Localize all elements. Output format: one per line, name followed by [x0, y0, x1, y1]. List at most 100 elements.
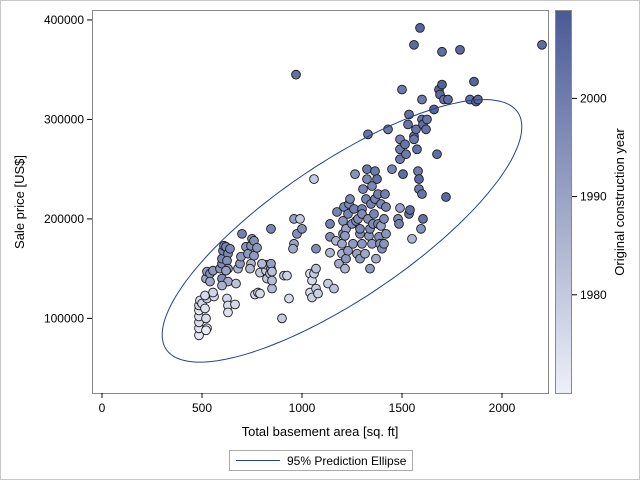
data-point: [380, 189, 390, 199]
data-point: [221, 265, 231, 276]
data-point: [416, 224, 426, 234]
data-point: [417, 94, 427, 105]
data-point: [409, 39, 419, 50]
data-point: [437, 46, 447, 57]
colorbar-tick-label: 1980: [580, 288, 607, 302]
data-point: [345, 194, 355, 204]
data-point: [407, 233, 417, 244]
data-point: [362, 164, 372, 175]
data-point: [395, 203, 405, 213]
data-point: [348, 238, 358, 249]
data-point: [411, 124, 421, 135]
colorbar-ticks: 1980 1990 2000: [572, 91, 607, 302]
data-point: [225, 243, 235, 254]
data-point: [367, 181, 377, 191]
data-point: [394, 219, 404, 229]
data-point: [329, 283, 339, 294]
plot-area: [92, 10, 549, 394]
data-point: [360, 248, 370, 259]
legend: 95% Prediction Ellipse: [229, 450, 413, 471]
data-point: [208, 287, 218, 298]
data-point: [397, 84, 407, 95]
data-point: [201, 313, 211, 324]
data-point: [414, 174, 424, 184]
data-point: [205, 276, 215, 287]
data-point: [257, 258, 267, 269]
x-tick-label: 2000: [489, 401, 516, 415]
data-point: [277, 313, 287, 324]
data-point: [415, 23, 425, 33]
data-point: [370, 166, 380, 177]
data-point: [222, 255, 232, 266]
data-point: [311, 243, 321, 254]
data-point: [350, 169, 360, 179]
data-point: [343, 245, 353, 256]
data-point: [266, 224, 276, 234]
data-point: [469, 76, 479, 87]
data-point: [417, 189, 427, 199]
data-point: [291, 69, 301, 80]
data-point: [267, 283, 277, 294]
data-point: [412, 144, 422, 155]
data-point: [537, 39, 547, 50]
data-point: [340, 230, 350, 241]
data-point: [313, 288, 323, 299]
legend-entry: 95% Prediction Ellipse: [287, 454, 407, 468]
data-point: [403, 119, 413, 130]
x-tick-label: 1500: [389, 401, 416, 415]
data-point: [400, 139, 410, 150]
data-point: [421, 124, 431, 135]
data-point: [429, 104, 439, 115]
x-axis: 0 500 1000 1500 2000: [99, 393, 516, 415]
data-point: [231, 278, 241, 289]
y-axis: 100000 200000 300000 400000: [44, 13, 92, 325]
y-tick-label: 200000: [44, 212, 84, 226]
colorbar: [555, 10, 572, 394]
data-point: [332, 207, 342, 217]
data-point: [432, 149, 442, 160]
data-point: [255, 288, 265, 299]
data-point: [249, 250, 259, 261]
data-point: [363, 129, 373, 140]
data-point: [355, 224, 365, 234]
x-tick-label: 0: [99, 401, 106, 415]
data-point: [340, 263, 350, 274]
data-point: [266, 258, 276, 269]
legend-box: [229, 450, 413, 471]
data-point: [349, 204, 359, 214]
data-points: [194, 23, 547, 341]
data-point: [405, 205, 415, 215]
data-point: [200, 303, 210, 314]
x-axis-label: Total basement area [sq. ft]: [242, 424, 399, 439]
data-point: [357, 238, 367, 249]
data-point: [401, 149, 411, 160]
data-point: [422, 114, 432, 125]
y-tick-label: 300000: [44, 112, 84, 126]
data-point: [311, 263, 321, 274]
data-point: [295, 214, 305, 224]
data-point: [379, 238, 389, 249]
data-point: [230, 299, 240, 310]
data-point: [437, 79, 447, 90]
data-point: [381, 228, 391, 239]
data-point: [282, 270, 292, 281]
y-tick-label: 400000: [44, 13, 84, 27]
data-point: [372, 174, 382, 184]
data-point: [245, 263, 255, 274]
data-point: [379, 214, 389, 224]
data-point: [362, 174, 372, 184]
data-point: [441, 192, 451, 202]
data-point: [267, 275, 277, 286]
data-point: [443, 94, 453, 105]
colorbar-tick-label: 1990: [580, 190, 607, 204]
data-point: [201, 325, 211, 336]
data-point: [267, 266, 277, 277]
data-point: [309, 174, 319, 184]
data-point: [455, 44, 465, 55]
data-point: [325, 219, 335, 229]
data-point: [252, 242, 262, 253]
data-point: [371, 253, 381, 264]
data-point: [383, 124, 393, 135]
data-point: [288, 243, 298, 254]
